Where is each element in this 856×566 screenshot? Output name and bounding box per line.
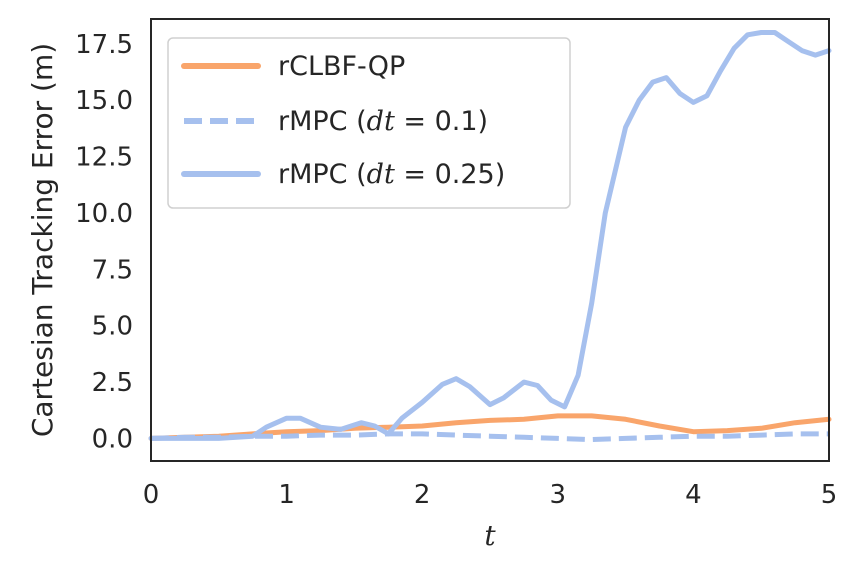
y-axis-label: Cartesian Tracking Error (m) — [26, 43, 59, 437]
legend: rCLBF-QP rMPC (dt = 0.1) rMPC (dt = 0.25) — [167, 37, 571, 209]
x-tick-label: 0 — [143, 480, 160, 510]
x-tick-label: 5 — [821, 480, 838, 510]
series-line-3 — [148, 30, 832, 441]
x-tick-label: 4 — [685, 480, 702, 510]
y-tick-label: 7.5 — [92, 255, 133, 285]
series-line-1 — [148, 413, 832, 441]
y-tick-labels: 0.0 2.5 5.0 7.5 10.0 12.5 15.0 17.5 — [75, 30, 133, 455]
y-tick-label: 0.0 — [92, 424, 133, 454]
x-tick-labels: 0 1 2 3 4 5 — [143, 480, 838, 510]
x-tick-label: 2 — [414, 480, 431, 510]
y-tick-label: 2.5 — [92, 368, 133, 398]
legend-label-2: rMPC (dt = 0.1) — [278, 106, 488, 137]
y-tick-label: 17.5 — [75, 30, 133, 60]
y-tick-label: 5.0 — [92, 312, 133, 342]
x-tick-label: 1 — [278, 480, 295, 510]
y-tick-label: 15.0 — [75, 86, 133, 116]
plot-frame — [150, 18, 830, 462]
y-tick-label: 10.0 — [75, 199, 133, 229]
x-axis-label: t — [484, 519, 496, 552]
series-layer — [148, 30, 832, 443]
legend-box — [167, 37, 571, 209]
series-line-2 — [150, 431, 829, 443]
legend-label-1: rCLBF-QP — [278, 51, 405, 82]
x-tick-label: 3 — [550, 480, 567, 510]
y-tick-label: 12.5 — [75, 143, 133, 173]
legend-label-3: rMPC (dt = 0.25) — [278, 159, 505, 190]
